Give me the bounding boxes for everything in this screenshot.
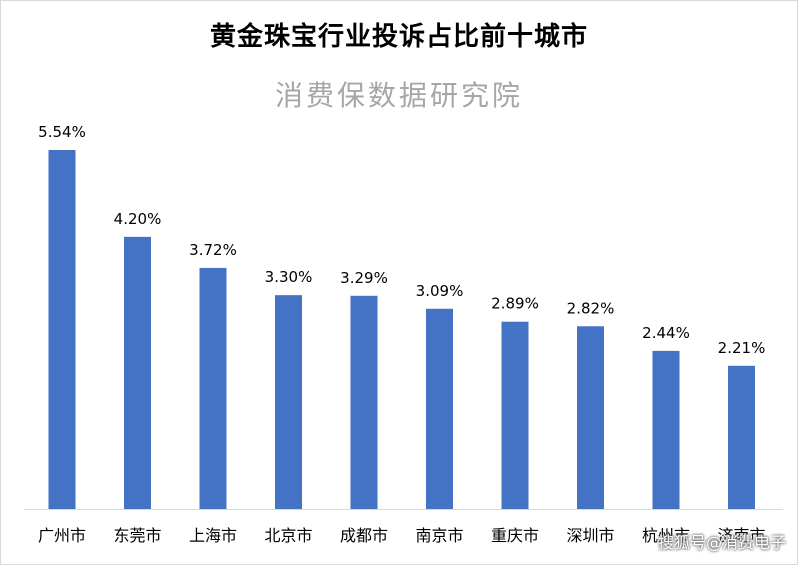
data-label-9: 2.44% (642, 324, 690, 342)
category-label-3: 上海市 (189, 526, 237, 545)
bar-10 (728, 365, 755, 509)
category-label-10: 济南市 (717, 526, 765, 545)
category-label-2: 东莞市 (113, 526, 161, 545)
data-label-4: 3.30% (265, 268, 313, 286)
category-label-9: 杭州市 (642, 526, 690, 545)
data-label-3: 3.72% (189, 241, 237, 259)
bar-8 (577, 326, 604, 509)
data-label-8: 2.82% (567, 299, 615, 317)
bar-2 (124, 236, 151, 509)
bar-9 (652, 350, 680, 509)
data-label-5: 3.29% (340, 269, 388, 287)
category-label-4: 北京市 (264, 526, 312, 545)
bar-3 (199, 267, 227, 509)
bar-7 (501, 321, 529, 509)
category-label-1: 广州市 (38, 526, 86, 545)
watermark-text: 搜狐号@消费电子 (657, 533, 786, 552)
data-label-7: 2.89% (491, 295, 539, 313)
bar-6 (426, 308, 453, 509)
chart-title: 黄金珠宝行业投诉占比前十城市 (209, 22, 588, 52)
category-label-6: 南京市 (415, 526, 463, 545)
chart-subtitle: 消费保数据研究院 (274, 79, 523, 112)
bar-4 (275, 295, 302, 509)
category-label-8: 深圳市 (566, 526, 614, 545)
data-label-6: 3.09% (416, 282, 464, 300)
category-label-5: 成都市 (340, 526, 388, 545)
category-label-7: 重庆市 (491, 526, 539, 545)
bar-1 (48, 150, 76, 509)
data-label-10: 2.21% (718, 339, 766, 357)
data-label-2: 4.20% (114, 210, 162, 228)
bar-5 (350, 295, 378, 509)
data-label-1: 5.54% (38, 123, 86, 141)
